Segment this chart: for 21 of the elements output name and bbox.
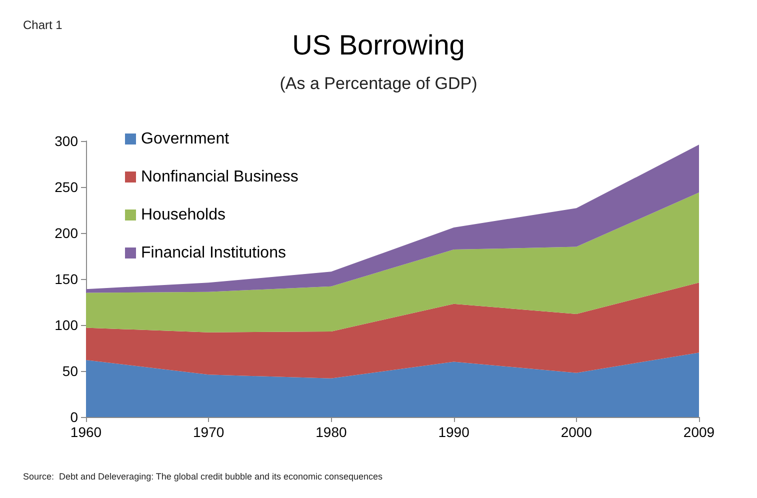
x-tick-label: 2000: [560, 424, 592, 440]
y-tick-label: 250: [54, 179, 78, 195]
legend-label: Government: [141, 130, 230, 148]
x-tick-label: 2009: [683, 424, 715, 440]
x-tick-label: 1970: [193, 424, 224, 440]
y-tick-label: 150: [54, 271, 78, 287]
y-tick-label: 100: [54, 317, 78, 333]
chart-title: US Borrowing: [292, 30, 465, 60]
y-tick-label: 0: [70, 409, 78, 425]
legend-label: Households: [141, 206, 226, 224]
x-tick-label: 1960: [70, 424, 102, 440]
chart-subtitle: (As a Percentage of GDP): [280, 74, 478, 93]
caption: Chart 1: [23, 18, 63, 32]
y-tick-label: 300: [54, 133, 78, 149]
x-tick-label: 1990: [438, 424, 470, 440]
y-tick-label: 200: [54, 225, 78, 241]
legend-label: Financial Institutions: [141, 244, 286, 262]
y-tick-label: 50: [62, 363, 78, 379]
legend-label: Nonfinancial Business: [141, 168, 298, 186]
source-note: Source: Debt and Deleveraging: The global credit bubble and its economic consequences: [23, 472, 384, 482]
x-tick-label: 1980: [316, 424, 347, 440]
